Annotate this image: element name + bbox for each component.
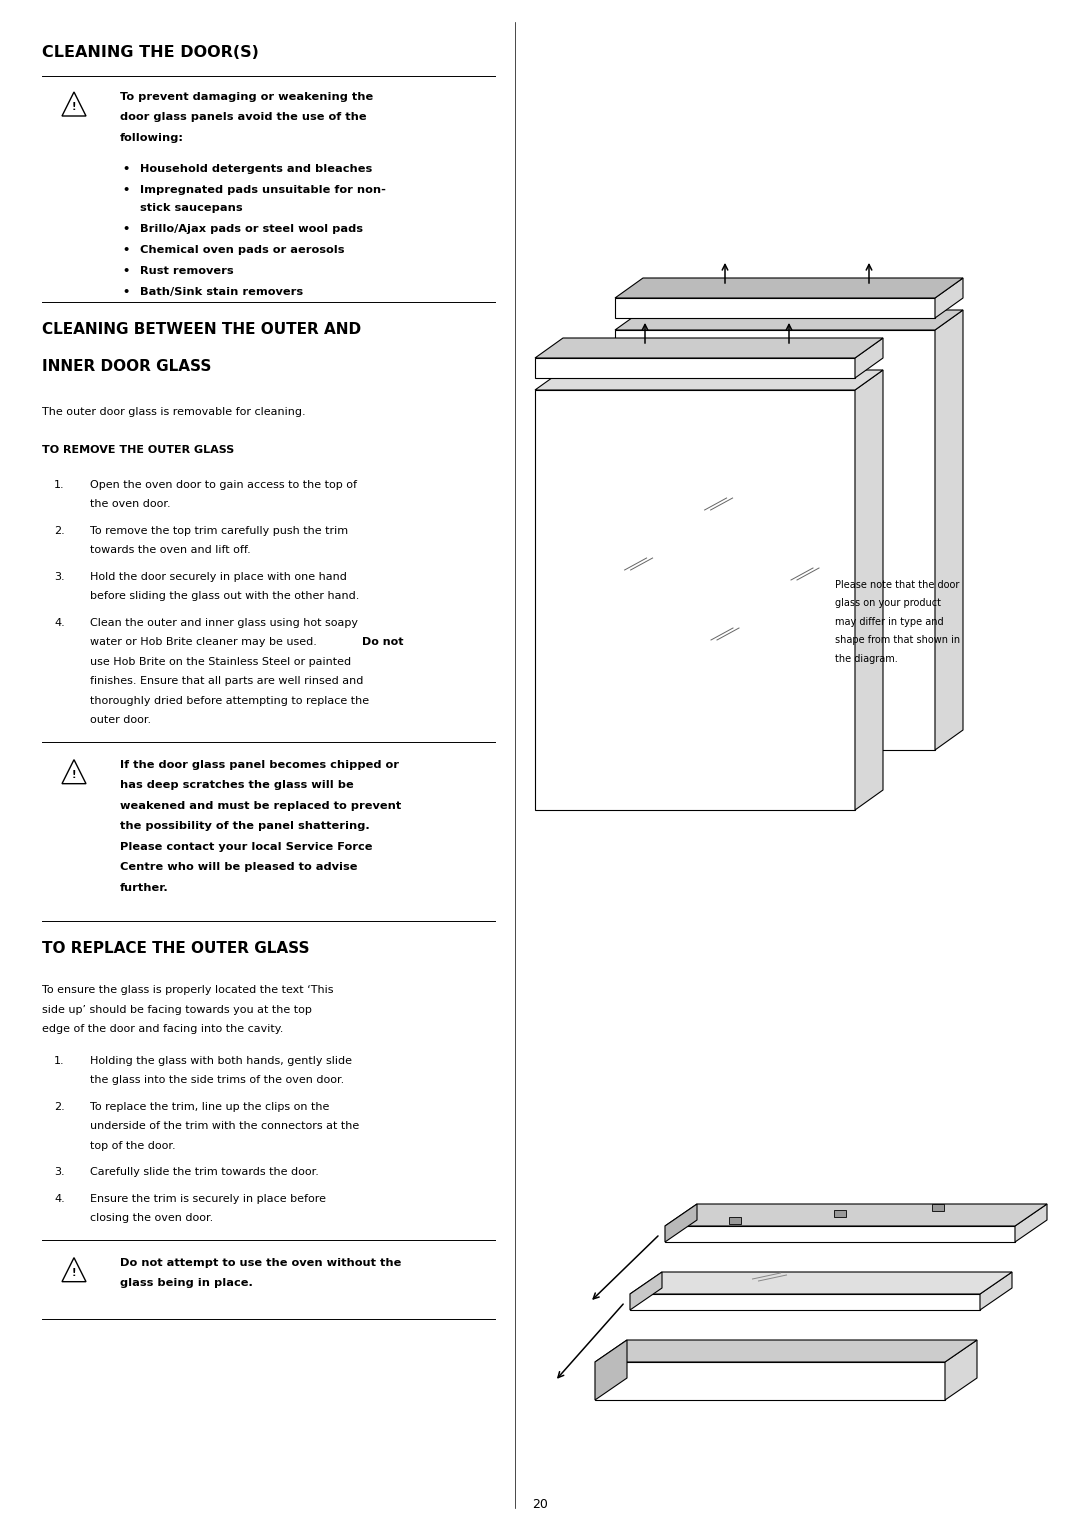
- Polygon shape: [595, 1340, 627, 1400]
- Polygon shape: [630, 1294, 980, 1309]
- Polygon shape: [945, 1340, 977, 1400]
- Text: weakened and must be replaced to prevent: weakened and must be replaced to prevent: [120, 801, 402, 811]
- Text: before sliding the glass out with the other hand.: before sliding the glass out with the ot…: [90, 591, 360, 601]
- Polygon shape: [665, 1204, 1047, 1225]
- Text: 1.: 1.: [54, 480, 65, 489]
- Text: Do not attempt to use the oven without the: Do not attempt to use the oven without t…: [120, 1258, 402, 1268]
- Text: Hold the door securely in place with one hand: Hold the door securely in place with one…: [90, 571, 347, 582]
- Polygon shape: [615, 278, 963, 298]
- Polygon shape: [535, 370, 883, 390]
- Text: •: •: [122, 225, 130, 234]
- Text: 2.: 2.: [54, 1102, 65, 1112]
- Text: 1.: 1.: [54, 1056, 65, 1065]
- Text: the diagram.: the diagram.: [835, 654, 897, 665]
- Polygon shape: [855, 370, 883, 810]
- Text: 4.: 4.: [54, 1193, 65, 1204]
- Text: Please contact your local Service Force: Please contact your local Service Force: [120, 842, 373, 851]
- Text: Household detergents and bleaches: Household detergents and bleaches: [140, 163, 373, 174]
- Text: Please note that the door: Please note that the door: [835, 581, 959, 590]
- Text: •: •: [122, 185, 130, 194]
- Text: Holding the glass with both hands, gently slide: Holding the glass with both hands, gentl…: [90, 1056, 352, 1065]
- Polygon shape: [615, 310, 963, 330]
- Text: !: !: [71, 1268, 77, 1277]
- Text: edge of the door and facing into the cavity.: edge of the door and facing into the cav…: [42, 1024, 283, 1034]
- Text: •: •: [122, 163, 130, 174]
- Text: •: •: [122, 287, 130, 296]
- Text: Impregnated pads unsuitable for non-: Impregnated pads unsuitable for non-: [140, 185, 386, 194]
- Polygon shape: [535, 358, 855, 377]
- Text: Clean the outer and inner glass using hot soapy: Clean the outer and inner glass using ho…: [90, 617, 357, 628]
- Text: the glass into the side trims of the oven door.: the glass into the side trims of the ove…: [90, 1076, 345, 1085]
- Text: Carefully slide the trim towards the door.: Carefully slide the trim towards the doo…: [90, 1167, 319, 1177]
- Text: door glass panels avoid the use of the: door glass panels avoid the use of the: [120, 113, 366, 122]
- Polygon shape: [855, 338, 883, 377]
- Text: 20: 20: [532, 1497, 548, 1511]
- Polygon shape: [630, 1271, 1012, 1294]
- Polygon shape: [932, 1204, 944, 1210]
- Text: the oven door.: the oven door.: [90, 500, 171, 509]
- Polygon shape: [630, 1271, 662, 1309]
- Text: side up’ should be facing towards you at the top: side up’ should be facing towards you at…: [42, 1005, 312, 1015]
- Text: To remove the top trim carefully push the trim: To remove the top trim carefully push th…: [90, 526, 348, 536]
- Text: INNER DOOR GLASS: INNER DOOR GLASS: [42, 359, 212, 374]
- Polygon shape: [935, 310, 963, 750]
- Text: glass being in place.: glass being in place.: [120, 1279, 253, 1288]
- Polygon shape: [980, 1271, 1012, 1309]
- Text: has deep scratches the glass will be: has deep scratches the glass will be: [120, 781, 354, 790]
- Polygon shape: [535, 338, 883, 358]
- Text: To prevent damaging or weakening the: To prevent damaging or weakening the: [120, 92, 374, 102]
- Polygon shape: [665, 1225, 1015, 1242]
- Text: To ensure the glass is properly located the text ‘This: To ensure the glass is properly located …: [42, 986, 334, 995]
- Text: Chemical oven pads or aerosols: Chemical oven pads or aerosols: [140, 244, 345, 255]
- Text: use Hob Brite on the Stainless Steel or painted: use Hob Brite on the Stainless Steel or …: [90, 657, 351, 666]
- Polygon shape: [729, 1216, 741, 1224]
- Text: the possibility of the panel shattering.: the possibility of the panel shattering.: [120, 821, 369, 831]
- Text: •: •: [122, 266, 130, 277]
- Text: !: !: [71, 770, 77, 779]
- Text: To replace the trim, line up the clips on the: To replace the trim, line up the clips o…: [90, 1102, 329, 1112]
- Text: shape from that shown in: shape from that shown in: [835, 636, 960, 645]
- Text: underside of the trim with the connectors at the: underside of the trim with the connector…: [90, 1122, 360, 1131]
- Text: CLEANING THE DOOR(S): CLEANING THE DOOR(S): [42, 44, 259, 60]
- Text: Open the oven door to gain access to the top of: Open the oven door to gain access to the…: [90, 480, 357, 489]
- Polygon shape: [834, 1210, 846, 1216]
- Text: following:: following:: [120, 133, 184, 144]
- Text: glass on your product: glass on your product: [835, 599, 941, 608]
- Polygon shape: [535, 390, 855, 810]
- Text: Bath/Sink stain removers: Bath/Sink stain removers: [140, 287, 303, 296]
- Text: thoroughly dried before attempting to replace the: thoroughly dried before attempting to re…: [90, 695, 369, 706]
- Text: If the door glass panel becomes chipped or: If the door glass panel becomes chipped …: [120, 759, 399, 770]
- Polygon shape: [615, 298, 935, 318]
- Text: Do not: Do not: [362, 637, 404, 648]
- Text: 3.: 3.: [54, 571, 65, 582]
- Text: CLEANING BETWEEN THE OUTER AND: CLEANING BETWEEN THE OUTER AND: [42, 322, 361, 336]
- Text: stick saucepans: stick saucepans: [140, 203, 243, 212]
- Text: TO REPLACE THE OUTER GLASS: TO REPLACE THE OUTER GLASS: [42, 941, 310, 957]
- Polygon shape: [665, 1204, 697, 1242]
- Polygon shape: [1015, 1204, 1047, 1242]
- Text: top of the door.: top of the door.: [90, 1141, 176, 1151]
- Text: Rust removers: Rust removers: [140, 266, 233, 277]
- Text: Brillo/Ajax pads or steel wool pads: Brillo/Ajax pads or steel wool pads: [140, 225, 363, 234]
- Text: towards the oven and lift off.: towards the oven and lift off.: [90, 545, 251, 555]
- Text: outer door.: outer door.: [90, 715, 151, 726]
- Text: 2.: 2.: [54, 526, 65, 536]
- Text: finishes. Ensure that all parts are well rinsed and: finishes. Ensure that all parts are well…: [90, 677, 363, 686]
- Text: water or Hob Brite cleaner may be used.: water or Hob Brite cleaner may be used.: [90, 637, 321, 648]
- Text: closing the oven door.: closing the oven door.: [90, 1213, 213, 1224]
- Text: The outer door glass is removable for cleaning.: The outer door glass is removable for cl…: [42, 406, 306, 417]
- Text: •: •: [122, 244, 130, 255]
- Text: Ensure the trim is securely in place before: Ensure the trim is securely in place bef…: [90, 1193, 326, 1204]
- Polygon shape: [935, 278, 963, 318]
- Text: !: !: [71, 102, 77, 112]
- Text: may differ in type and: may differ in type and: [835, 617, 944, 626]
- Text: TO REMOVE THE OUTER GLASS: TO REMOVE THE OUTER GLASS: [42, 445, 234, 455]
- Text: Centre who will be pleased to advise: Centre who will be pleased to advise: [120, 862, 357, 872]
- Polygon shape: [595, 1340, 977, 1361]
- Polygon shape: [615, 330, 935, 750]
- Text: further.: further.: [120, 883, 168, 892]
- Text: 3.: 3.: [54, 1167, 65, 1177]
- Text: 4.: 4.: [54, 617, 65, 628]
- Polygon shape: [595, 1361, 945, 1400]
